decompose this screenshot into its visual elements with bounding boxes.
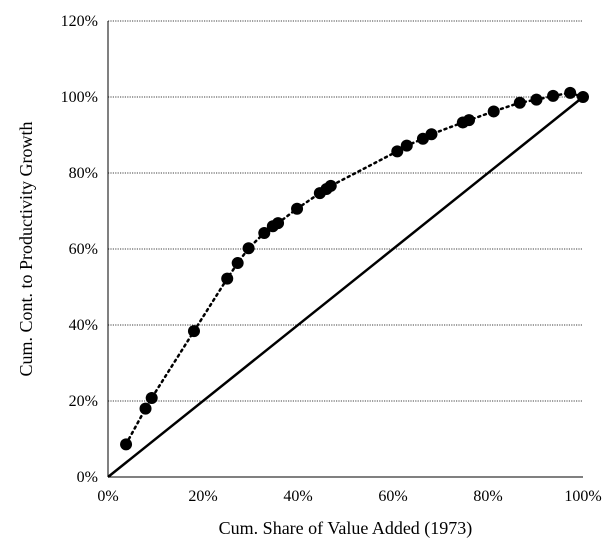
y-tick-labels: 0% 20% 40% 60% 80% 100% 120%: [61, 13, 98, 486]
y-tick-label: 0%: [77, 469, 98, 486]
data-point: [242, 242, 255, 255]
x-tick-label: 0%: [97, 488, 118, 505]
data-point: [258, 227, 271, 240]
data-point: [139, 402, 152, 415]
x-tick-labels: 0% 20% 40% 60% 80% 100%: [97, 488, 601, 505]
data-point: [231, 257, 244, 270]
cumulative-dotted-line: [124, 91, 585, 446]
y-tick-label: 40%: [69, 317, 98, 334]
data-point: [425, 128, 438, 141]
diagonal-line: [107, 96, 584, 478]
data-point: [145, 391, 158, 404]
data-point: [463, 114, 475, 127]
data-point: [120, 438, 133, 451]
gridlines: [108, 20, 583, 402]
data-point: [221, 272, 234, 285]
data-point: [547, 89, 560, 102]
data-point: [187, 325, 200, 338]
data-point: [577, 91, 589, 103]
series: [107, 86, 589, 478]
data-point: [324, 179, 337, 192]
x-axis-title: Cum. Share of Value Added (1973): [219, 518, 473, 539]
data-point: [513, 96, 526, 109]
x-tick-label: 20%: [188, 488, 217, 505]
y-axis-title: Cum. Cont. to Productivity Growth: [16, 121, 36, 376]
data-point: [564, 86, 577, 99]
data-point: [272, 217, 285, 230]
y-tick-label: 100%: [61, 89, 98, 106]
data-point: [291, 202, 304, 215]
y-tick-label: 80%: [69, 165, 98, 182]
data-point: [400, 139, 413, 152]
axes: [107, 21, 583, 478]
y-tick-label: 20%: [69, 393, 98, 410]
x-tick-label: 80%: [473, 488, 502, 505]
y-tick-label: 120%: [61, 13, 98, 30]
x-tick-label: 60%: [378, 488, 407, 505]
y-tick-label: 60%: [69, 241, 98, 258]
x-tick-label: 100%: [564, 488, 601, 505]
data-point: [487, 105, 500, 118]
data-point: [530, 93, 543, 106]
data-point: [391, 145, 404, 158]
x-tick-label: 40%: [283, 488, 312, 505]
